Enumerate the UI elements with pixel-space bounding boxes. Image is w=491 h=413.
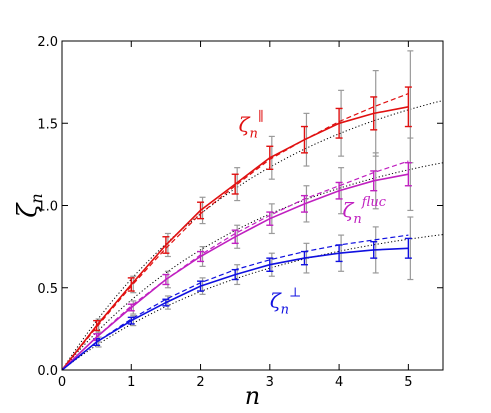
y-axis-label-sub: n	[27, 193, 46, 203]
y-tick-label: 0.0	[37, 364, 58, 379]
series-3-line	[61, 247, 409, 371]
model-curve-3	[61, 234, 444, 371]
series-2-label-sub: n	[353, 212, 361, 227]
series-1-line	[61, 106, 409, 371]
series-1-label-sub: n	[249, 126, 257, 141]
y-tick-label: 1.0	[37, 200, 58, 215]
x-tick-label: 3	[266, 375, 274, 390]
x-tick-label: 0	[58, 375, 66, 390]
series-2-dashed-line	[61, 160, 409, 371]
series-annotations: ζn∥ ζnfluc ζn⊥	[239, 109, 387, 317]
x-tick-label: 4	[335, 375, 343, 390]
x-tick-label: 2	[196, 375, 204, 390]
series-3-label-sup: ⊥	[289, 285, 301, 300]
y-axis-label: ζn	[13, 193, 46, 217]
series-1-label: ζn∥	[239, 109, 264, 141]
model-curve-1	[61, 100, 444, 371]
model-curves	[61, 100, 444, 371]
solid-series	[61, 106, 409, 371]
model-curve-2	[61, 162, 444, 371]
x-axis-label: n	[245, 382, 260, 410]
series-3-dashed-line	[61, 234, 409, 371]
y-tick-label: 1.5	[37, 117, 58, 132]
series-3-label-sub: n	[281, 302, 289, 317]
series-2-label-sup: fluc	[361, 195, 387, 210]
series-1-dashed-line	[61, 93, 409, 371]
y-tick-label: 0.5	[37, 282, 58, 297]
y-tick-label: 2.0	[37, 35, 58, 50]
x-tick-label: 5	[404, 375, 412, 390]
series-1-label-sup: ∥	[258, 109, 264, 124]
x-tick-label: 1	[127, 375, 135, 390]
series-3-label: ζn⊥	[270, 285, 301, 317]
series-2-label: ζnfluc	[343, 195, 387, 227]
series-2-line	[61, 173, 409, 371]
